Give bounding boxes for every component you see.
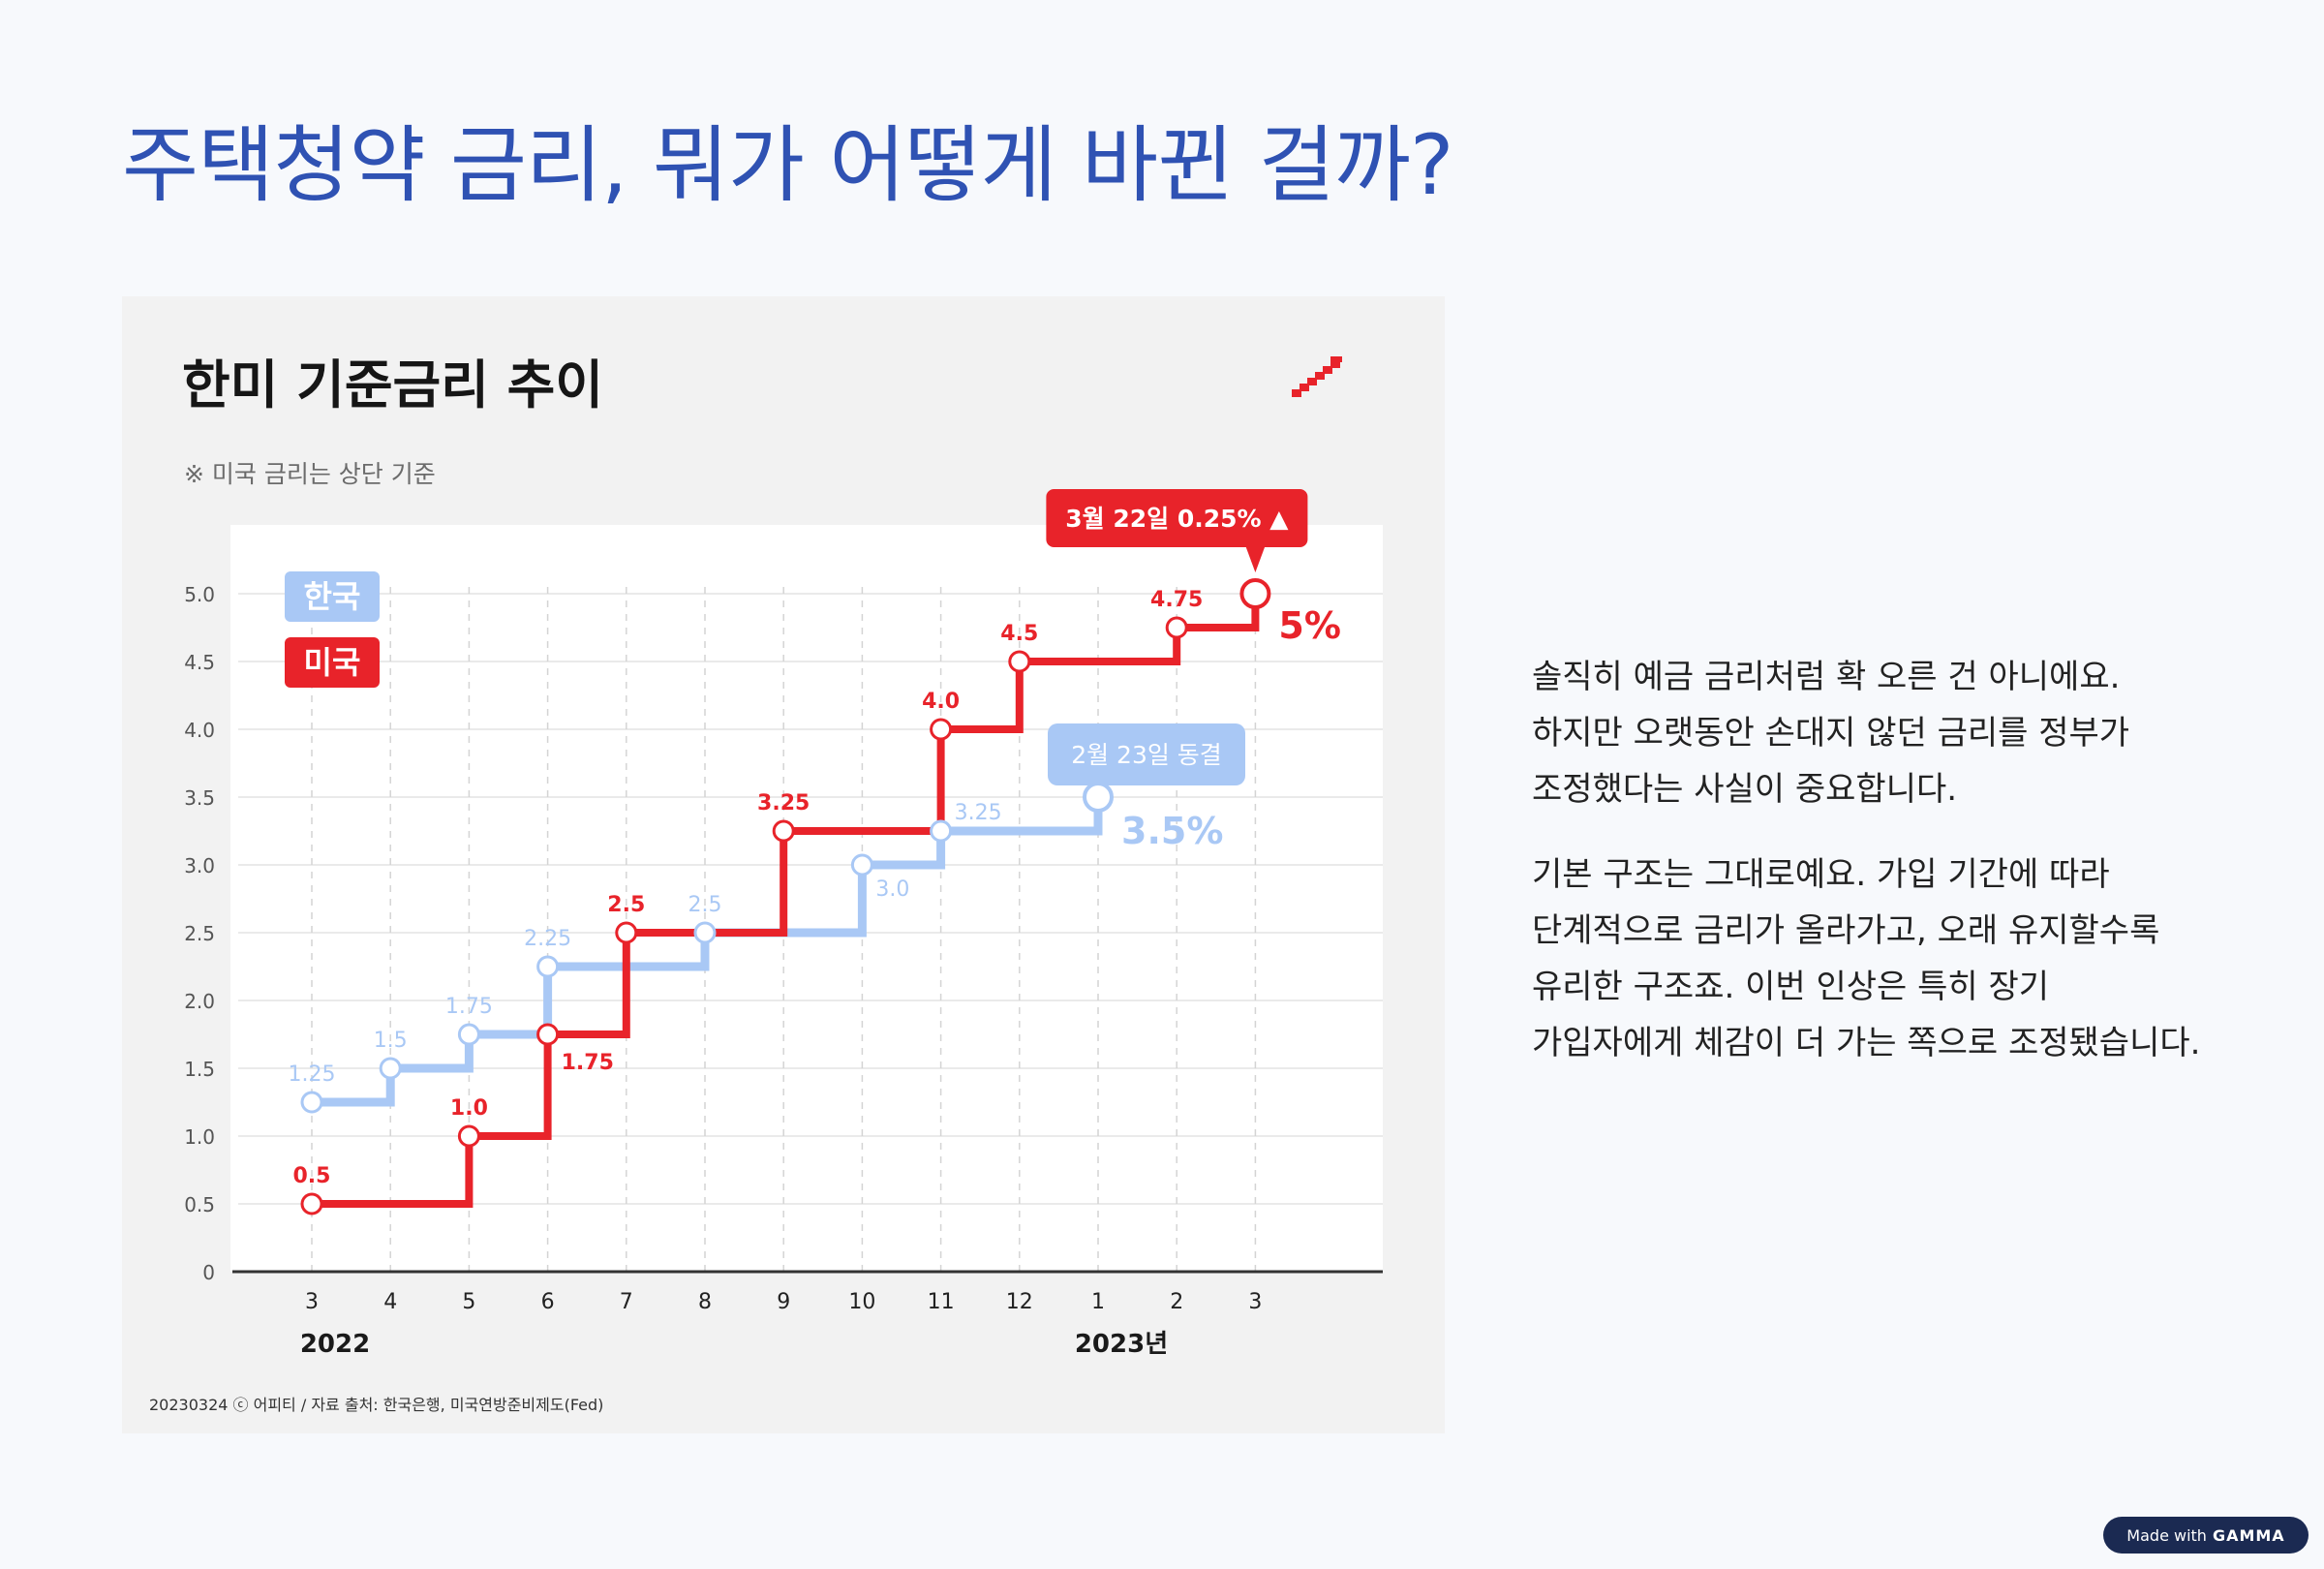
data-label: 2.5 (607, 893, 645, 917)
data-point (379, 1057, 402, 1080)
slide-title: 주택청약 금리, 뭐가 어떻게 바뀐 걸까? (122, 117, 1453, 214)
plot-area (230, 525, 1383, 1272)
data-label: 1.0 (450, 1096, 488, 1121)
data-point (850, 853, 873, 877)
data-label: 4.75 (1150, 588, 1203, 612)
data-label: 1.5 (374, 1029, 408, 1053)
made-with-gamma-badge[interactable]: Made with GAMMA (2103, 1517, 2309, 1554)
x-tick-label: 10 (848, 1290, 875, 1314)
x-tick-label: 7 (620, 1290, 633, 1314)
data-label: 1.25 (289, 1062, 336, 1087)
data-point (930, 718, 953, 741)
paragraph-2: 기본 구조는 그대로예요. 가입 기간에 따라 단계적으로 금리가 올라가고, … (1532, 855, 2201, 1062)
body-text: 솔직히 예금 금리처럼 확 오른 건 아니에요. 하지만 오랫동안 손대지 않던… (1532, 649, 2210, 1100)
x-tick-label: 5 (462, 1290, 475, 1314)
y-tick-label: 2.0 (184, 990, 215, 1013)
year-label: 2023년 (1075, 1330, 1168, 1359)
x-tick-label: 1 (1091, 1290, 1105, 1314)
legend-label: 한국 (304, 578, 361, 615)
staircase-icon (1292, 356, 1342, 397)
badge-brand: GAMMA (2212, 1525, 2285, 1545)
data-label: 2.25 (524, 927, 571, 951)
data-point (930, 819, 953, 843)
data-label: 3.25 (955, 801, 1002, 825)
callout-pointer (1245, 546, 1266, 572)
chart-card: 한미 기준금리 추이 ※ 미국 금리는 상단 기준 20230324 ⓒ 어피티… (122, 296, 1445, 1433)
x-tick-label: 3 (305, 1290, 319, 1314)
data-label: 1.75 (562, 1051, 614, 1075)
data-point (1083, 782, 1114, 813)
series-line (312, 797, 1103, 1107)
interest-rate-chart: 한미 기준금리 추이 ※ 미국 금리는 상단 기준 20230324 ⓒ 어피티… (149, 354, 1383, 1414)
y-tick-label: 4.0 (184, 719, 215, 742)
series-end-label: 5% (1278, 604, 1341, 647)
y-tick-label: 0.5 (184, 1193, 215, 1216)
year-label: 2022 (300, 1330, 370, 1359)
x-tick-label: 4 (383, 1290, 397, 1314)
data-label: 3.25 (757, 791, 810, 815)
badge-prefix: Made with (2126, 1525, 2207, 1545)
y-tick-label: 2.5 (184, 922, 215, 945)
chart-source: 20230324 ⓒ 어피티 / 자료 출처: 한국은행, 미국연방준비제도(F… (149, 1396, 603, 1414)
chart-subtitle: ※ 미국 금리는 상단 기준 (184, 460, 436, 488)
y-tick-label: 3.5 (184, 786, 215, 810)
legend-badge (285, 637, 380, 688)
y-tick-label: 1.0 (184, 1125, 215, 1149)
data-point (615, 921, 638, 944)
x-tick-label: 11 (928, 1290, 955, 1314)
data-point (1165, 616, 1188, 639)
data-point (536, 1023, 560, 1046)
x-tick-label: 12 (1006, 1290, 1033, 1314)
data-label: 1.75 (445, 995, 493, 1019)
callout-text: 2월 23일 동결 (1071, 741, 1222, 769)
data-label: 2.5 (688, 893, 722, 917)
paragraph-1: 솔직히 예금 금리처럼 확 오른 건 아니에요. 하지만 오랫동안 손대지 않던… (1532, 658, 2130, 809)
x-tick-label: 9 (777, 1290, 790, 1314)
data-label: 4.5 (1000, 622, 1038, 646)
data-point (693, 921, 717, 944)
data-label: 4.0 (922, 690, 960, 714)
data-point (772, 819, 795, 843)
legend-label: 미국 (304, 644, 361, 681)
y-tick-label: 4.5 (184, 651, 215, 674)
y-tick-label: 5.0 (184, 583, 215, 606)
y-tick-label: 3.0 (184, 854, 215, 877)
data-point (300, 1091, 323, 1114)
data-point (457, 1124, 480, 1148)
callout-text: 3월 22일 0.25% ▲ (1065, 505, 1289, 533)
data-point (1239, 578, 1271, 609)
data-point (536, 955, 560, 978)
y-tick-label: 1.5 (184, 1058, 215, 1081)
x-tick-label: 3 (1248, 1290, 1262, 1314)
callout-bubble (1046, 489, 1308, 547)
x-tick-label: 6 (541, 1290, 555, 1314)
data-label: 3.0 (875, 877, 909, 902)
y-tick-label: 0 (202, 1261, 215, 1284)
data-point (457, 1023, 480, 1046)
legend-badge (285, 571, 380, 622)
data-point (1008, 650, 1031, 673)
x-tick-label: 2 (1170, 1290, 1183, 1314)
series-end-label: 3.5% (1121, 810, 1223, 852)
data-point (300, 1192, 323, 1215)
chart-title: 한미 기준금리 추이 (182, 354, 603, 415)
x-tick-label: 8 (698, 1290, 712, 1314)
data-label: 0.5 (293, 1164, 331, 1188)
callout-bubble (1048, 723, 1245, 785)
